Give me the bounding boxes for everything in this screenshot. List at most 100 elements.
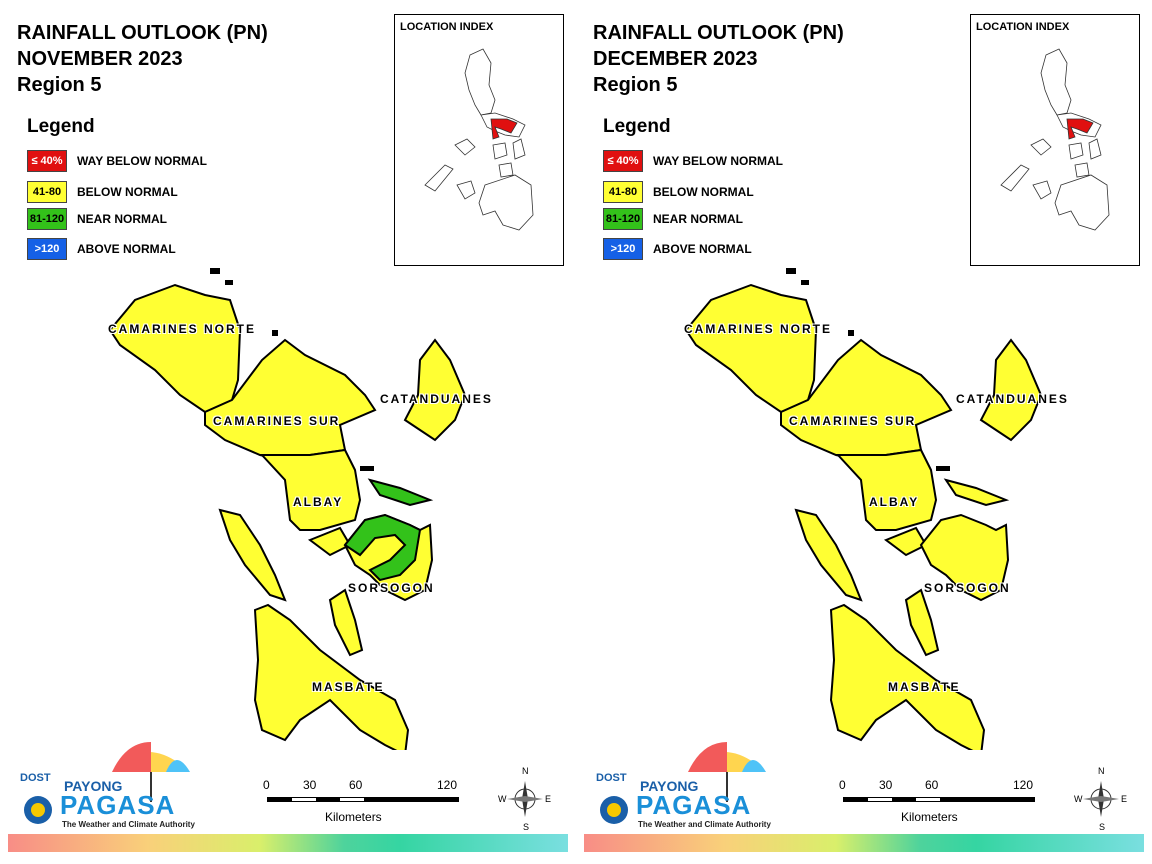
compass-s: S [523, 822, 530, 832]
legend-swatch: 81-120 [27, 208, 67, 230]
dost-label: DOST [596, 772, 627, 784]
sorsogon-west-shape [883, 526, 928, 557]
payong-label: PAYONG [64, 778, 123, 794]
label-masbate: MASBATE [312, 680, 385, 694]
compass-icon [507, 781, 543, 817]
title-line-1: RAINFALL OUTLOOK (PN) [17, 22, 268, 44]
sorsogon-shape [919, 513, 1010, 602]
location-index-label: LOCATION INDEX [976, 21, 1070, 33]
sorsogon-near-shape [343, 513, 422, 582]
region5-map [684, 268, 1043, 750]
ticao-shape [328, 588, 364, 657]
albay-east-shape [943, 478, 1010, 507]
scale-tick: 60 [349, 778, 363, 792]
camarines-norte-shape [684, 283, 818, 414]
legend-label: ABOVE NORMAL [653, 242, 752, 256]
label-albay: ALBAY [869, 495, 920, 509]
legend-swatch: 41-80 [603, 181, 643, 203]
scale-bar: 0 30 60 120 Kilometers [255, 778, 465, 828]
color-strip [8, 834, 568, 852]
scale-bar: 0 30 60 120 Kilometers [831, 778, 1041, 828]
dost-label: DOST [20, 772, 51, 784]
scale-tick: 120 [437, 778, 458, 792]
outlook-panel-november: RAINFALL OUTLOOK (PN) NOVEMBER 2023 Regi… [8, 14, 568, 852]
tagline: The Weather and Climate Authority [62, 820, 195, 829]
label-catanduanes: CATANDUANES [956, 392, 1069, 406]
ticao-shape [904, 588, 940, 657]
burias-shape [218, 508, 287, 602]
title-line-3: Region 5 [17, 74, 102, 96]
payong-umbrella-icon [600, 742, 766, 824]
label-camarines-norte: CAMARINES NORTE [684, 322, 833, 336]
legend-label: NEAR NORMAL [653, 212, 743, 226]
scale-tick: 30 [303, 778, 317, 792]
catanduanes-shape [403, 338, 467, 442]
map-title: RAINFALL OUTLOOK (PN) DECEMBER 2023 Regi… [593, 20, 844, 98]
payong-umbrella-icon [24, 742, 190, 824]
compass-rose: N S E W [1074, 766, 1127, 832]
camarines-sur-shape [204, 338, 377, 462]
philippines-index-map [1000, 48, 1110, 231]
legend-swatch: 41-80 [27, 181, 67, 203]
camarines-norte-shape [108, 283, 242, 414]
label-sorsogon: SORSOGON [348, 581, 435, 595]
pagasa-label: PAGASA [60, 790, 176, 820]
label-camarines-sur: CAMARINES SUR [789, 414, 917, 428]
pagasa-logo: DOST PAYONG PAGASA The Weather and Clima… [16, 742, 206, 832]
scale-bar-graphic [843, 797, 1035, 802]
legend-label: WAY BELOW NORMAL [653, 154, 784, 168]
compass-w: W [1074, 794, 1083, 804]
scale-tick: 60 [925, 778, 939, 792]
label-albay: ALBAY [293, 495, 344, 509]
scale-tick: 0 [839, 778, 846, 792]
compass-n: N [1098, 766, 1105, 776]
compass-rose: N S E W [498, 766, 552, 832]
region5-map [108, 268, 467, 750]
masbate-shape [253, 603, 410, 750]
label-masbate: MASBATE [888, 680, 961, 694]
label-catanduanes: CATANDUANES [380, 392, 493, 406]
title-line-3: Region 5 [593, 74, 678, 96]
compass-e: E [545, 794, 552, 804]
albay-shape [835, 448, 938, 531]
legend-title: Legend [27, 116, 95, 137]
masbate-shape [829, 603, 986, 750]
legend-swatch: ≤ 40% [27, 150, 67, 172]
pagasa-label: PAGASA [636, 790, 752, 820]
scale-tick: 30 [879, 778, 893, 792]
scale-bar-graphic [267, 797, 459, 802]
albay-shape [259, 448, 362, 531]
legend-swatch: >120 [27, 238, 67, 260]
legend-label: BELOW NORMAL [653, 185, 754, 199]
camarines-sur-shape [780, 338, 953, 462]
label-sorsogon: SORSOGON [924, 581, 1011, 595]
legend-swatch: >120 [603, 238, 643, 260]
location-index: LOCATION INDEX [394, 14, 564, 266]
map-title: RAINFALL OUTLOOK (PN) NOVEMBER 2023 Regi… [17, 20, 268, 98]
color-strip [584, 834, 1144, 852]
title-line-1: RAINFALL OUTLOOK (PN) [593, 22, 844, 44]
legend-label: WAY BELOW NORMAL [77, 154, 208, 168]
compass-n: N [522, 766, 529, 776]
title-line-2: NOVEMBER 2023 [17, 48, 183, 70]
label-camarines-norte: CAMARINES NORTE [108, 322, 257, 336]
location-index: LOCATION INDEX [970, 14, 1140, 266]
legend-label: ABOVE NORMAL [77, 242, 176, 256]
payong-label: PAYONG [640, 778, 699, 794]
pagasa-logo: DOST PAYONG PAGASA The Weather and Clima… [592, 742, 782, 832]
sorsogon-west-shape [307, 526, 352, 557]
catanduanes-shape [979, 338, 1043, 442]
location-index-label: LOCATION INDEX [400, 21, 494, 33]
title-line-2: DECEMBER 2023 [593, 48, 758, 70]
albay-east-shape [367, 478, 434, 507]
legend-label: NEAR NORMAL [77, 212, 167, 226]
legend-title: Legend [603, 116, 671, 137]
compass-w: W [498, 794, 507, 804]
legend-swatch: ≤ 40% [603, 150, 643, 172]
compass-icon [1083, 781, 1119, 817]
tagline: The Weather and Climate Authority [638, 820, 771, 829]
burias-shape [794, 508, 863, 602]
scale-unit: Kilometers [325, 810, 382, 824]
compass-s: S [1099, 822, 1106, 832]
legend-swatch: 81-120 [603, 208, 643, 230]
